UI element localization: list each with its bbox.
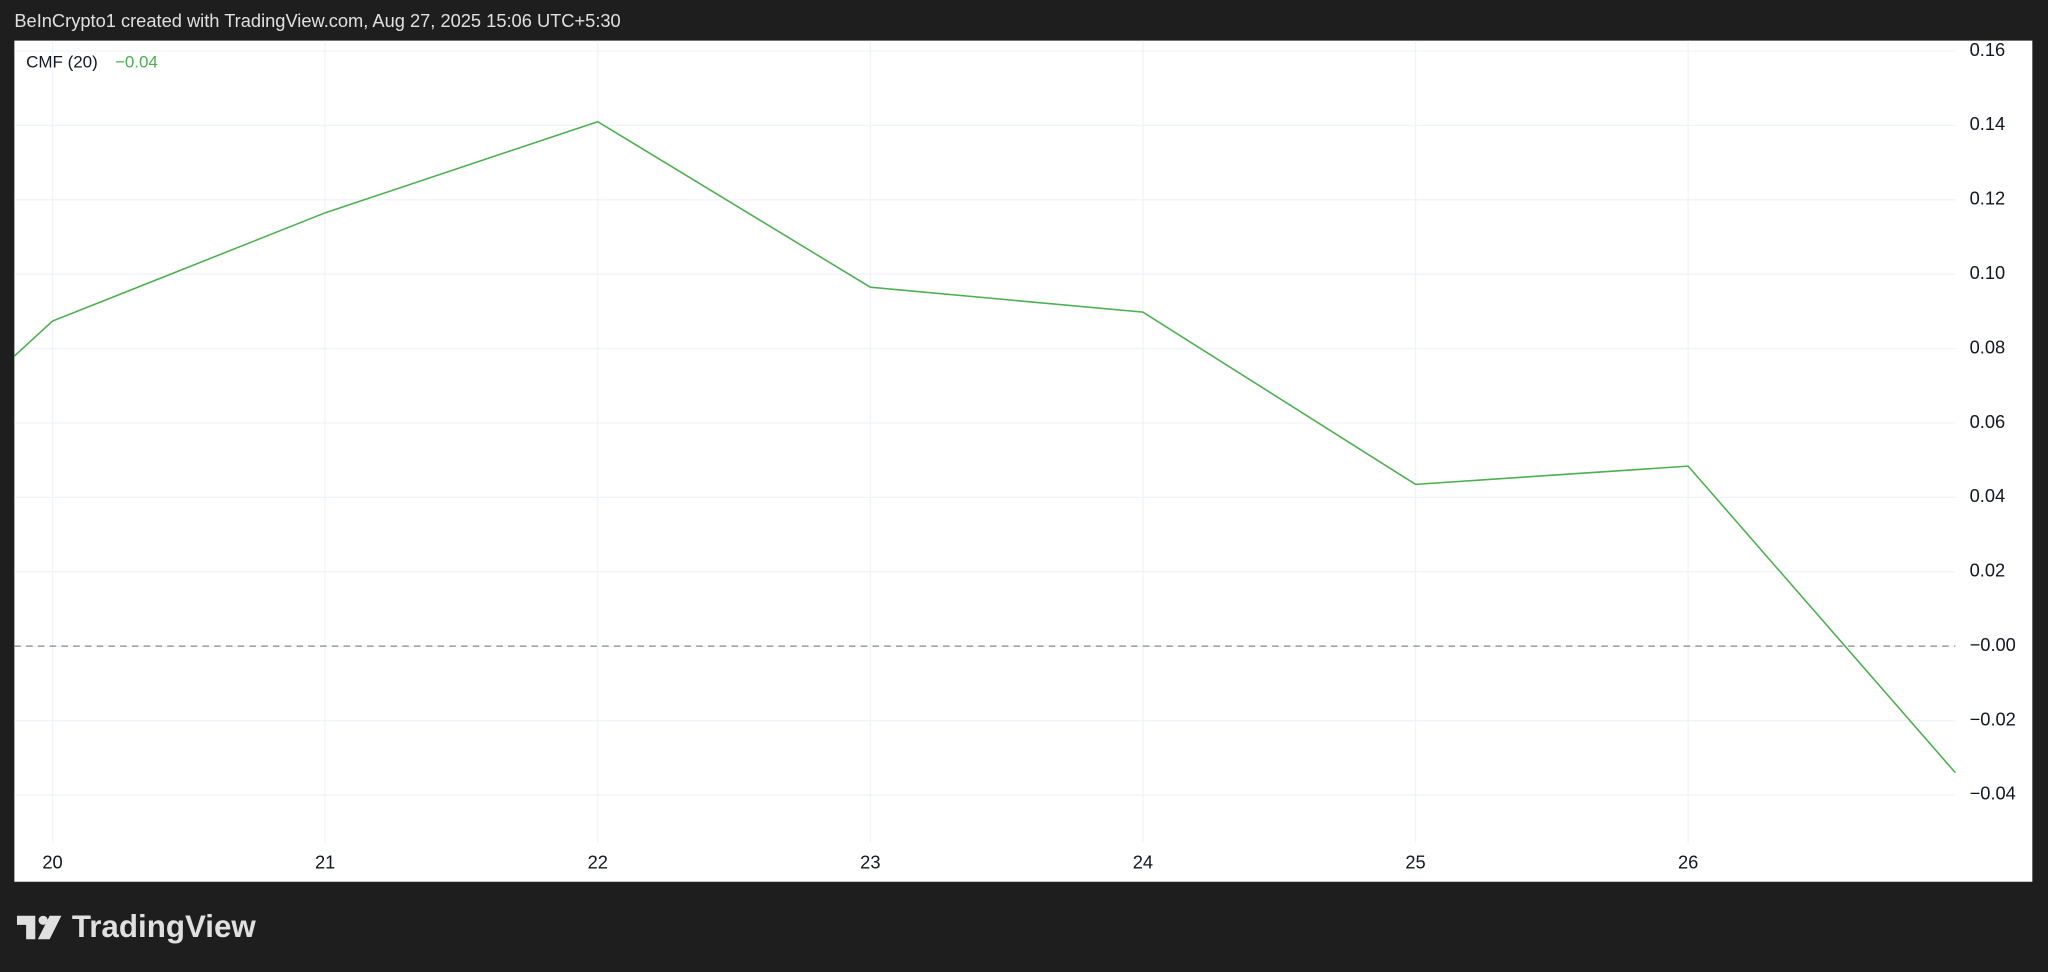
y-tick-label: 0.04 [1970,485,2006,506]
grid [14,40,1956,843]
x-tick-label: 20 [42,851,62,872]
y-tick-label: −0.04 [1970,783,2016,804]
logo-text: TradingView [72,909,257,944]
x-tick-label: 22 [588,851,608,872]
y-tick-label: 0.16 [1970,39,2006,60]
x-tick-label: 26 [1678,851,1698,872]
legend-value: −0.04 [115,52,158,71]
y-tick-label: −0.02 [1970,708,2016,729]
y-tick-label: 0.02 [1970,560,2006,581]
y-tick-label: 0.06 [1970,411,2006,432]
data-line [13,120,1956,774]
legend-name: CMF (20) [26,52,98,71]
y-tick-label: 0.14 [1970,113,2006,134]
x-tick-label: 24 [1133,851,1153,872]
x-tick-label: 25 [1405,851,1425,872]
logo-icon [16,915,62,940]
y-tick-label: 0.08 [1970,336,2006,357]
y-tick-label: 0.12 [1970,188,2006,209]
y-tick-label: 0.10 [1970,262,2006,283]
header: BeInCrypto1 created with TradingView.com… [14,10,620,31]
x-tick-label: 21 [315,851,335,872]
chart-panel [14,40,2033,882]
y-tick-label: −0.00 [1970,634,2016,655]
x-tick-label: 23 [860,851,880,872]
